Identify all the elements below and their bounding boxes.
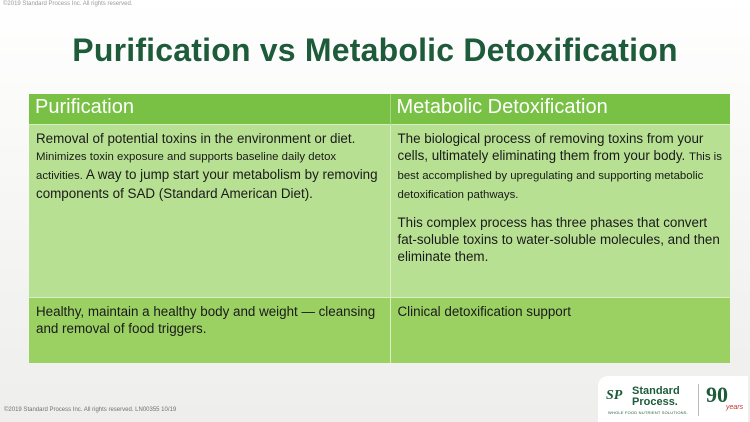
copyright-top: ©2019 Standard Process Inc. All rights r… [3, 1, 133, 7]
logo-divider [698, 384, 699, 416]
cell-metabolic-definition: The biological process of removing toxin… [390, 123, 730, 297]
comparison-table: Purification Metabolic Detoxification Re… [29, 94, 730, 363]
cell-metabolic-purpose: Clinical detoxification support [390, 296, 730, 363]
purification-lead-text: Removal of potential toxins in the envir… [36, 130, 356, 146]
metabolic-small-text: This is best accomplished by upregulatin… [397, 150, 722, 201]
table-row: Healthy, maintain a healthy body and wei… [29, 296, 730, 363]
logo-name: Standard Process. [632, 386, 680, 408]
header-purification: Purification [29, 94, 391, 124]
standard-process-logo: SP Standard Process. WHOLE FOOD NUTRIENT… [598, 376, 748, 422]
purification-tail-text: A way to jump start your metabolism by r… [36, 166, 378, 201]
cell-purification-purpose: Healthy, maintain a healthy body and wei… [29, 296, 391, 363]
copyright-footer: ©2019 Standard Process Inc. All rights r… [4, 407, 177, 413]
logo-name-line1: Standard [632, 385, 680, 397]
logo-tagline: WHOLE FOOD NUTRIENT SOLUTIONS. [608, 410, 688, 415]
metabolic-phases-text: This complex process has three phases th… [397, 214, 720, 264]
table-row: Removal of potential toxins in the envir… [29, 123, 730, 297]
purification-small-text: Minimizes toxin exposure and supports ba… [36, 150, 337, 182]
slide-title: Purification vs Metabolic Detoxification [72, 32, 678, 68]
anniversary-number: 90 [706, 382, 728, 407]
logo-name-line2: Process. [632, 396, 678, 408]
sp-logo-mark: SP [606, 388, 623, 403]
cell-purification-definition: Removal of potential toxins in the envir… [29, 123, 391, 297]
metabolic-lead-text: The biological process of removing toxin… [397, 130, 704, 163]
anniversary-word: years [726, 404, 744, 411]
header-metabolic-detoxification: Metabolic Detoxification [390, 94, 730, 124]
header-row: Purification Metabolic Detoxification [29, 94, 730, 124]
